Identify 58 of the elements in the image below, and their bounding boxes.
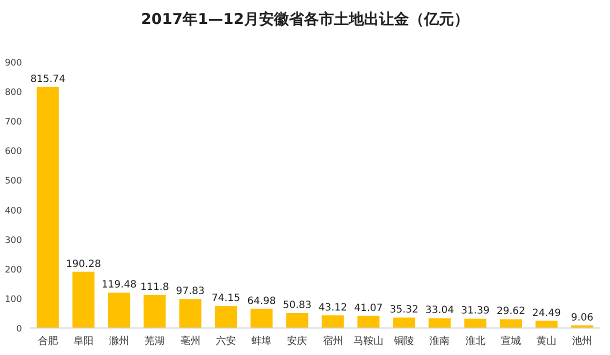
data-label: 190.28 — [66, 258, 101, 270]
bar — [322, 315, 344, 328]
data-label: 43.12 — [318, 302, 348, 314]
data-label: 50.83 — [282, 300, 312, 311]
data-label: 97.83 — [176, 286, 205, 298]
bar — [464, 318, 486, 328]
x-tick-label: 铜陵 — [393, 335, 414, 347]
x-tick-label: 安庆 — [287, 335, 308, 347]
data-label: 815.74 — [30, 74, 66, 85]
data-label: 9.06 — [571, 312, 594, 324]
y-tick-label: 600 — [4, 147, 22, 158]
x-tick-label: 淮南 — [430, 335, 450, 347]
bar — [286, 312, 308, 328]
x-tick-label: 六安 — [216, 335, 236, 347]
bar — [250, 308, 273, 328]
bar — [72, 272, 94, 328]
data-label: 31.39 — [460, 306, 490, 317]
data-label: 41.07 — [354, 302, 383, 314]
x-tick-label: 亳州 — [180, 335, 200, 347]
data-label: 33.04 — [425, 305, 454, 316]
y-tick-label: 700 — [4, 118, 22, 128]
bar — [428, 318, 451, 328]
bar — [36, 86, 59, 328]
data-label: 119.48 — [102, 280, 137, 291]
chart-title: 2017年1—12月安徽省各市土地出让金（亿元） — [140, 10, 470, 28]
bar — [144, 294, 166, 328]
data-label: 111.8 — [140, 282, 170, 293]
x-tick-label: 滁州 — [109, 335, 130, 347]
x-tick-label: 宣城 — [500, 335, 521, 347]
bar — [393, 318, 416, 328]
y-tick-label: 500 — [4, 176, 22, 187]
x-tick-label: 黄山 — [536, 335, 557, 347]
x-tick-label: 宿州 — [322, 335, 343, 347]
bar — [500, 319, 522, 328]
x-tick-label: 芜湖 — [144, 335, 165, 347]
data-label: 35.32 — [390, 304, 418, 316]
bar — [536, 320, 558, 328]
x-tick-label: 马鞍山 — [353, 335, 384, 347]
y-tick-label: 300 — [4, 236, 22, 246]
x-tick-label: 池州 — [572, 335, 592, 347]
x-tick-label: 阜阳 — [73, 335, 94, 347]
x-tick-label: 蚌埠 — [252, 335, 272, 347]
bar — [108, 292, 130, 328]
x-tick-label: 淮北 — [465, 335, 486, 347]
y-tick-label: 900 — [4, 58, 22, 68]
x-tick-label: 合肥 — [38, 335, 58, 347]
y-tick-label: 400 — [4, 206, 22, 216]
bar — [357, 316, 380, 328]
bar — [214, 306, 237, 328]
data-label: 29.62 — [496, 306, 526, 318]
data-label: 24.49 — [532, 308, 561, 319]
y-tick-label: 0 — [16, 324, 22, 334]
y-tick-label: 200 — [4, 265, 22, 276]
y-tick-label: 800 — [4, 88, 22, 98]
data-label: 74.15 — [212, 293, 240, 304]
y-tick-label: 100 — [4, 294, 22, 305]
bar — [179, 299, 202, 328]
data-label: 64.98 — [247, 296, 276, 307]
